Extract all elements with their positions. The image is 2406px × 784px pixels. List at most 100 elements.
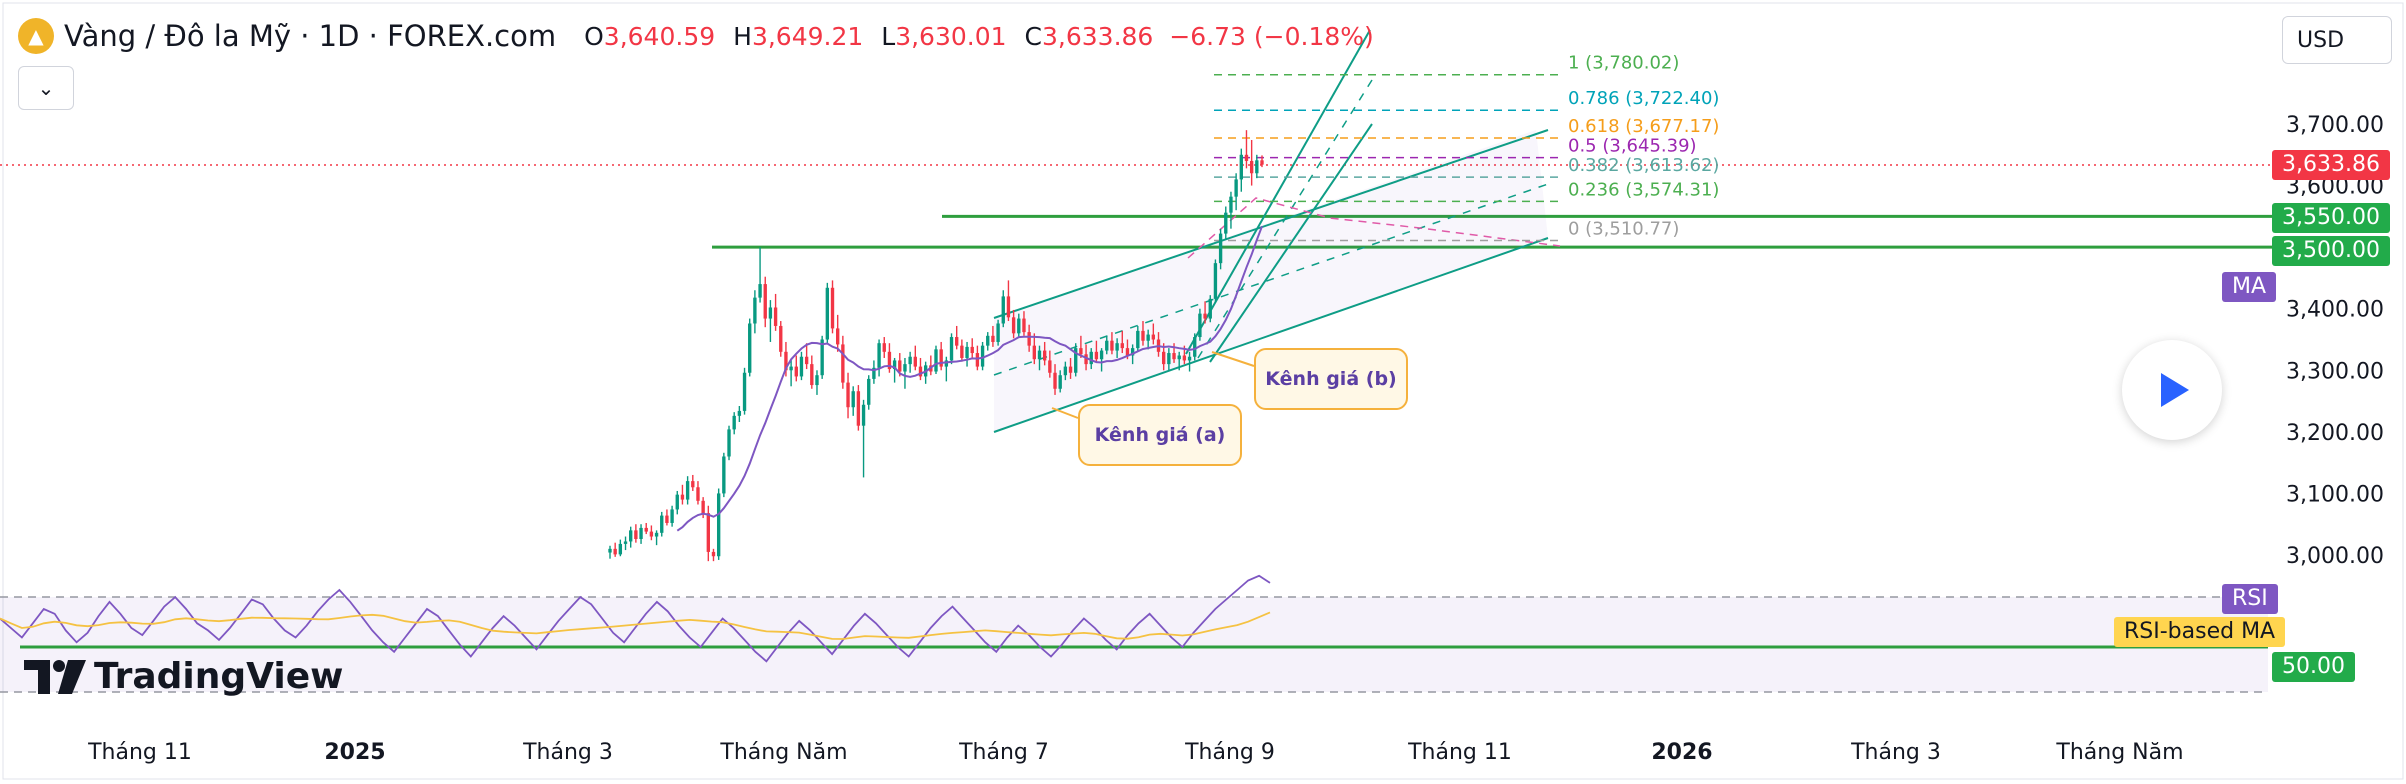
channel-b-lower xyxy=(1209,123,1373,363)
candle-body xyxy=(613,548,617,555)
candle-body xyxy=(877,343,881,368)
candle-body xyxy=(1099,350,1104,360)
x-axis-tick-label: 2026 xyxy=(1651,740,1712,765)
candle-body xyxy=(815,375,819,386)
candle-body xyxy=(1172,353,1176,360)
candle-body xyxy=(913,356,917,367)
candle-body xyxy=(1042,350,1047,361)
candle-body xyxy=(618,543,623,555)
candle-body xyxy=(654,532,659,537)
play-button[interactable] xyxy=(2122,340,2222,440)
candle-body xyxy=(732,415,736,430)
candle-body xyxy=(711,551,716,557)
candle-body xyxy=(1167,353,1171,365)
channel-a-label[interactable]: Kênh giá (a) xyxy=(1078,404,1242,466)
candle-body xyxy=(1048,360,1052,373)
fib-level-label: 0.618 (3,677.17) xyxy=(1568,116,1719,137)
candle-body xyxy=(903,364,907,372)
tradingview-mark-icon xyxy=(24,659,86,694)
candle-body xyxy=(1089,351,1093,365)
candle-body xyxy=(634,530,638,539)
candle-body xyxy=(820,339,824,376)
candle-body xyxy=(1063,366,1068,376)
candle-body xyxy=(1017,318,1021,334)
candle-body xyxy=(965,346,969,358)
y-axis-tick-label: 3,200.00 xyxy=(2286,421,2384,446)
candle-body xyxy=(1136,330,1140,349)
candle-body xyxy=(753,297,757,324)
candle-body xyxy=(773,307,778,326)
gold-symbol-icon: ▲ xyxy=(18,18,54,54)
candle-body xyxy=(691,481,695,488)
rsi-ma-legend-tag[interactable]: RSI-based MA xyxy=(2114,617,2286,647)
currency-button[interactable]: USD xyxy=(2282,16,2392,64)
candle-body xyxy=(1006,296,1011,318)
candle-body xyxy=(851,391,855,408)
candle-body xyxy=(722,456,726,494)
rsi-line xyxy=(0,574,1271,663)
candle-body xyxy=(629,530,633,542)
collapse-legend-button[interactable]: ⌄ xyxy=(18,66,74,110)
candle-body xyxy=(1177,355,1181,360)
level-3500-tag: 3,500.00 xyxy=(2272,236,2390,266)
candle-body xyxy=(1260,160,1264,165)
fib-level-label: 0.5 (3,645.39) xyxy=(1568,136,1697,157)
candle-body xyxy=(1141,330,1145,341)
candle-body xyxy=(934,349,938,372)
candle-body xyxy=(1084,354,1088,365)
brand-name: TradingView xyxy=(94,656,344,697)
candle-body xyxy=(1001,296,1005,324)
ma-legend-tag[interactable]: MA xyxy=(2222,272,2277,302)
channel-b-label[interactable]: Kênh giá (b) xyxy=(1254,348,1408,410)
candle-body xyxy=(675,494,679,510)
y-axis-tick-label: 3,100.00 xyxy=(2286,482,2384,507)
rsi-level-tag: 50.00 xyxy=(2272,652,2355,682)
x-axis-tick-label: Tháng 11 xyxy=(87,740,192,765)
candle-body xyxy=(706,513,710,552)
fib-level-label: 0 (3,510.77) xyxy=(1568,219,1679,240)
close-value: 3,633.86 xyxy=(1042,21,1154,51)
y-axis-tick-label: 3,000.00 xyxy=(2286,544,2384,569)
candle-body xyxy=(955,337,959,346)
candle-body xyxy=(970,346,974,354)
fib-level-label: 0.382 (3,613.62) xyxy=(1568,155,1719,176)
channel-a-upper xyxy=(993,129,1549,319)
open-label: O xyxy=(584,21,604,51)
candle-body xyxy=(975,353,980,367)
channel-a-lower xyxy=(993,237,1549,433)
y-axis-tick-label: 3,700.00 xyxy=(2286,113,2384,138)
candle-body xyxy=(1234,179,1238,197)
candle-body xyxy=(742,372,747,411)
fib-level-label: 0.786 (3,722.40) xyxy=(1568,88,1719,109)
y-axis-tick-label: 3,300.00 xyxy=(2286,359,2384,384)
channel-b-upper xyxy=(1185,29,1371,355)
candle-body xyxy=(991,335,995,342)
x-axis-tick-label: 2025 xyxy=(324,740,385,765)
candle-body xyxy=(1120,343,1124,349)
candle-body xyxy=(1213,263,1218,299)
candle-body xyxy=(960,345,964,358)
channel-b-mid xyxy=(1197,79,1373,359)
high-label: H xyxy=(733,21,752,51)
candle-body xyxy=(670,509,674,523)
fib-level-label: 1 (3,780.02) xyxy=(1568,53,1679,74)
candle-body xyxy=(665,515,669,523)
tradingview-logo: TradingView xyxy=(24,656,343,697)
candle-body xyxy=(830,287,835,329)
open-value: 3,640.59 xyxy=(603,21,716,51)
candle-body xyxy=(758,284,762,298)
candle-body xyxy=(944,360,949,367)
candle-body xyxy=(639,527,643,539)
projection-path xyxy=(1187,197,1561,259)
candle-body xyxy=(1182,355,1187,361)
high-value: 3,649.21 xyxy=(751,21,864,51)
candle-body xyxy=(872,367,876,379)
x-axis-tick-label: Tháng 3 xyxy=(1850,740,1941,765)
candle-body xyxy=(696,487,700,501)
rsi-legend-tag[interactable]: RSI xyxy=(2222,584,2278,614)
symbol-title[interactable]: Vàng / Đô la Mỹ · 1D · FOREX.com xyxy=(64,19,557,53)
candle-body xyxy=(1218,233,1223,264)
candle-body xyxy=(825,287,830,340)
candle-body xyxy=(1198,313,1202,338)
